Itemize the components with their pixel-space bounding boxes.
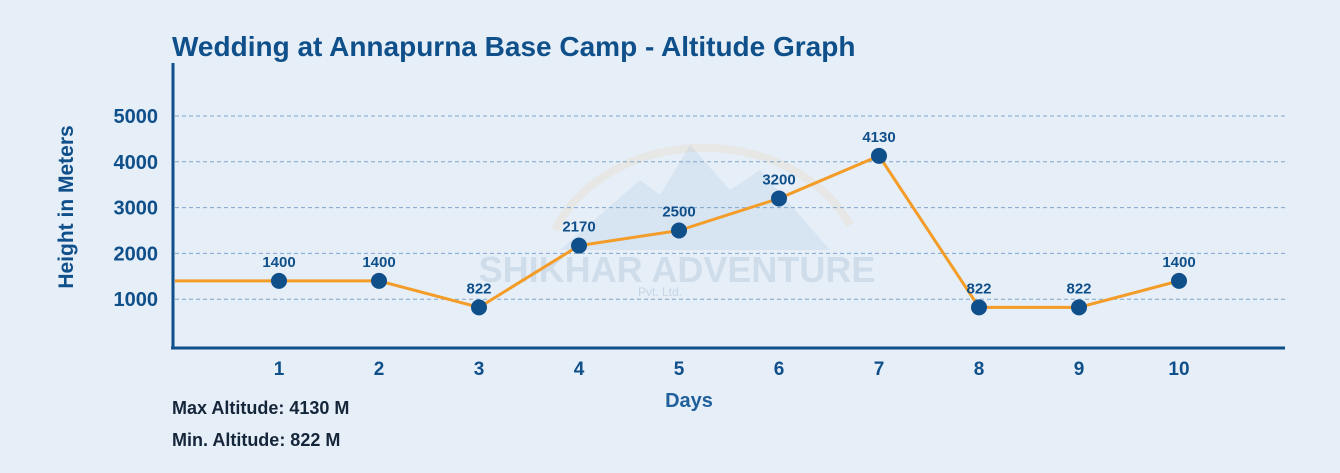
data-labels: 1400 1400 822 2170 2500 3200 4130 822 822 1400 [262, 129, 1195, 298]
gridlines [175, 115, 1285, 300]
x-tick-day-10: 10 [1168, 359, 1189, 380]
data-label-day-4: 2170 [562, 219, 595, 236]
data-label-day-1: 1400 [262, 254, 295, 271]
data-label-day-9: 822 [1066, 280, 1091, 297]
data-point-day-8 [971, 299, 987, 316]
data-label-day-10: 1400 [1162, 254, 1195, 271]
y-tick-3000: 3000 [114, 198, 159, 220]
data-label-day-3: 822 [466, 280, 491, 297]
x-tick-day-2: 2 [374, 359, 385, 380]
data-label-day-2: 1400 [362, 254, 395, 271]
data-point-day-9 [1071, 299, 1087, 316]
chart-title: Wedding at Annapurna Base Camp - Altitud… [172, 31, 855, 62]
x-tick-day-8: 8 [974, 359, 985, 380]
data-point-day-4 [571, 237, 587, 254]
watermark-arc [551, 143, 854, 232]
data-points [271, 147, 1187, 316]
watermark-text: SHIKHAR ADVENTURE [479, 249, 876, 290]
x-tick-day-4: 4 [574, 359, 585, 380]
x-tick-labels: 1 2 3 4 5 6 7 8 9 10 [274, 359, 1190, 380]
y-axis-label: Height in Meters [55, 125, 78, 288]
x-tick-day-9: 9 [1074, 359, 1085, 380]
x-tick-day-6: 6 [774, 359, 785, 380]
data-label-day-8: 822 [966, 280, 991, 297]
x-axis-label: Days [665, 390, 713, 412]
watermark-mountain-icon [560, 145, 830, 250]
data-point-day-7 [871, 147, 887, 164]
x-tick-day-5: 5 [674, 359, 685, 380]
watermark-subtext: Pvt. Ltd. [638, 285, 682, 299]
data-point-day-2 [371, 272, 387, 289]
data-point-day-3 [471, 299, 487, 316]
data-point-day-6 [771, 190, 787, 207]
min-altitude-note: Min. Altitude: 822 M [172, 430, 340, 450]
data-label-day-7: 4130 [862, 129, 895, 146]
watermark: SHIKHAR ADVENTURE Pvt. Ltd. [479, 143, 876, 299]
data-point-day-10 [1171, 272, 1187, 289]
x-tick-day-1: 1 [274, 359, 285, 380]
y-tick-labels: 1000 2000 3000 4000 5000 [114, 106, 159, 311]
y-tick-5000: 5000 [114, 106, 159, 128]
data-label-day-5: 2500 [662, 204, 695, 221]
data-point-day-5 [671, 222, 687, 239]
y-tick-1000: 1000 [114, 289, 159, 311]
max-altitude-note: Max Altitude: 4130 M [172, 398, 349, 418]
x-tick-day-3: 3 [474, 359, 485, 380]
data-label-day-6: 3200 [762, 171, 795, 188]
y-tick-4000: 4000 [114, 152, 159, 174]
data-point-day-1 [271, 272, 287, 289]
x-tick-day-7: 7 [874, 359, 885, 380]
y-tick-2000: 2000 [114, 243, 159, 265]
